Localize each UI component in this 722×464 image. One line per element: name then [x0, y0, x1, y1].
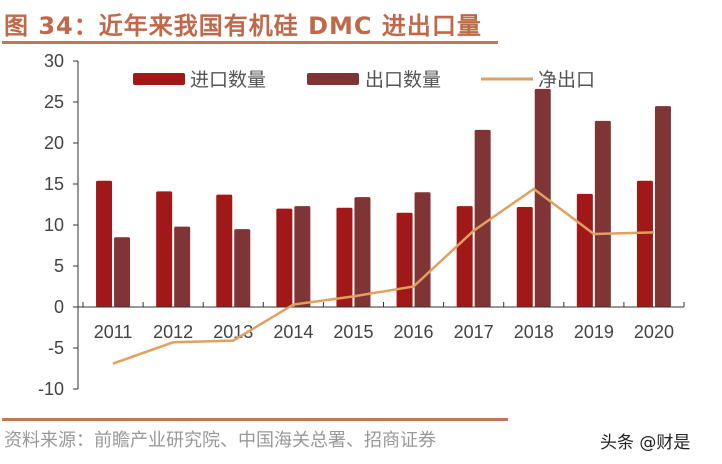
- bar-import: [396, 212, 413, 307]
- bar-export: [474, 129, 491, 307]
- bar-import: [456, 206, 473, 307]
- bar-export: [354, 197, 371, 307]
- y-tick-label: 10: [44, 215, 64, 235]
- bar-import: [336, 207, 353, 307]
- y-tick-label: 5: [54, 256, 64, 276]
- x-tick-label: 2019: [574, 322, 614, 342]
- x-tick-label: 2011: [94, 322, 133, 342]
- x-tick-label: 2014: [273, 322, 313, 342]
- x-tick-label: 2020: [634, 322, 674, 342]
- bar-export: [114, 237, 131, 307]
- y-tick-label: 0: [54, 297, 64, 317]
- x-tick-label: 2015: [333, 322, 373, 342]
- figure-title: 图 34：近年来我国有机硅 DMC 进出口量: [4, 12, 482, 40]
- bar-export: [414, 192, 431, 307]
- bar-import: [636, 180, 653, 307]
- bar-export: [654, 106, 671, 307]
- source-note: 资料来源：前瞻产业研究院、中国海关总署、招商证券: [4, 430, 436, 451]
- bar-export: [294, 206, 311, 307]
- y-tick-label: 30: [44, 51, 64, 71]
- legend-label-export: 出口数量: [365, 69, 441, 91]
- y-tick-label: -10: [38, 379, 64, 399]
- y-tick-label: 25: [44, 92, 64, 112]
- bar-export: [234, 229, 251, 307]
- x-tick-label: 2016: [394, 322, 434, 342]
- legend-swatch-export: [307, 73, 359, 85]
- legend-swatch-import: [133, 73, 185, 85]
- y-tick-label: -5: [48, 338, 64, 358]
- title-divider: [2, 41, 498, 44]
- bar-import: [216, 194, 233, 307]
- bar-import: [576, 193, 593, 307]
- bar-import: [96, 180, 113, 307]
- legend-label-import: 进口数量: [190, 69, 266, 91]
- bar-export: [594, 120, 611, 307]
- bar-export: [534, 88, 551, 307]
- bar-import: [276, 208, 293, 307]
- bar-import: [516, 206, 533, 307]
- watermark: 头条 @财是: [600, 433, 691, 453]
- y-tick-label: 15: [44, 174, 64, 194]
- x-tick-label: 2017: [454, 322, 494, 342]
- x-tick-label: 2013: [213, 322, 253, 342]
- y-tick-label: 20: [44, 133, 64, 153]
- x-tick-label: 2018: [514, 322, 554, 342]
- line-net-export: [112, 187, 654, 365]
- x-tick-label: 2012: [153, 322, 193, 342]
- bar-export: [174, 226, 191, 307]
- footer-divider: [2, 418, 508, 421]
- legend-label-net: 净出口: [538, 69, 595, 91]
- bar-import: [156, 191, 173, 307]
